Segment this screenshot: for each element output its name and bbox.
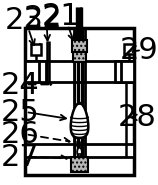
- Bar: [25, 144, 133, 157]
- Bar: [73, 52, 85, 62]
- Bar: [25, 28, 133, 175]
- Text: 24: 24: [0, 70, 39, 99]
- Text: 22: 22: [24, 4, 62, 33]
- Bar: [114, 62, 133, 82]
- Bar: [71, 157, 87, 172]
- Bar: [120, 62, 133, 82]
- Text: 23: 23: [5, 6, 43, 35]
- Text: 21: 21: [42, 2, 80, 31]
- Text: 27: 27: [0, 142, 39, 171]
- Bar: [25, 62, 133, 82]
- Bar: [124, 44, 133, 55]
- Bar: [31, 44, 41, 56]
- Bar: [25, 62, 39, 82]
- Bar: [25, 62, 46, 82]
- Bar: [77, 154, 81, 156]
- Text: 28: 28: [117, 103, 156, 132]
- Text: 26: 26: [0, 120, 39, 149]
- Bar: [71, 41, 87, 52]
- Text: 29: 29: [119, 36, 158, 65]
- Polygon shape: [70, 103, 88, 138]
- Ellipse shape: [77, 148, 81, 157]
- Text: 25: 25: [0, 98, 39, 127]
